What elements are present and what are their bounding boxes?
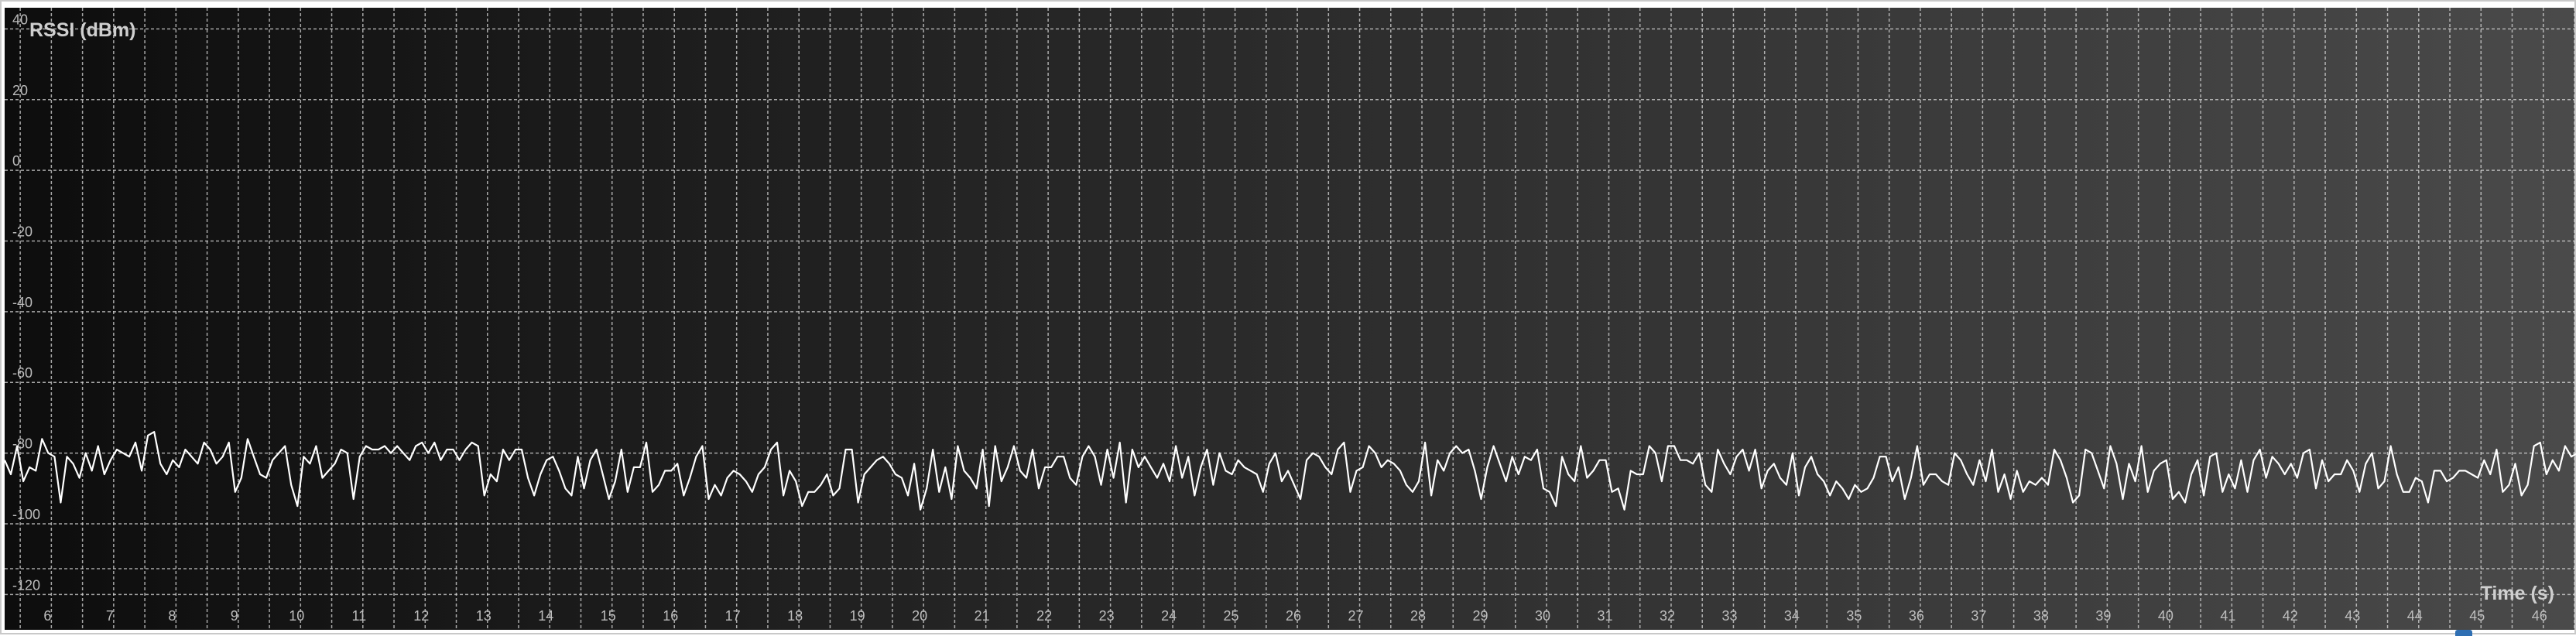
x-tick-label: 24 [1161, 608, 1177, 624]
y-tick-label: -120 [12, 577, 40, 593]
x-tick-label: 27 [1348, 608, 1364, 624]
x-tick-label: 28 [1410, 608, 1426, 624]
grid-lines [5, 8, 2575, 630]
x-tick-label: 18 [787, 608, 803, 624]
x-tick-label: 22 [1036, 608, 1052, 624]
x-axis-ticks: 6 7 8 9 10 11 12 13 14 15 16 17 18 19 20 21 22 23 24 25 26 27… [43, 608, 2547, 624]
x-tick-label: 21 [975, 608, 990, 624]
y-tick-label: 40 [12, 12, 28, 27]
x-tick-label: 42 [2283, 608, 2298, 624]
x-tick-label: 25 [1224, 608, 1239, 624]
x-tick-label: 8 [168, 608, 176, 624]
x-tick-label: 14 [538, 608, 553, 624]
x-tick-label: 17 [725, 608, 741, 624]
y-tick-label: -60 [12, 365, 33, 381]
x-tick-label: 45 [2469, 608, 2485, 624]
x-tick-label: 44 [2407, 608, 2423, 624]
x-tick-label: 26 [1286, 608, 1301, 624]
x-tick-label: 15 [601, 608, 616, 624]
scroll-indicator[interactable] [2455, 630, 2472, 636]
plot-background [5, 8, 2574, 630]
x-tick-label: 35 [1846, 608, 1862, 624]
y-tick-label: 0 [12, 153, 20, 169]
x-tick-label: 31 [1597, 608, 1612, 624]
x-tick-label: 36 [1909, 608, 1924, 624]
x-tick-label: 6 [43, 608, 51, 624]
y-axis-ticks: 40 20 0 -20 -40 -60 -80 -100 -120 [12, 12, 40, 593]
y-tick-label: -40 [12, 295, 33, 310]
x-tick-label: 32 [1660, 608, 1675, 624]
x-tick-label: 13 [476, 608, 492, 624]
x-tick-label: 12 [413, 608, 429, 624]
x-tick-label: 40 [2158, 608, 2174, 624]
x-tick-label: 38 [2033, 608, 2049, 624]
x-tick-label: 33 [1721, 608, 1737, 624]
x-tick-label: 7 [106, 608, 114, 624]
series-layer [3, 431, 2576, 511]
x-tick-label: 43 [2345, 608, 2360, 624]
x-tick-label: 10 [289, 608, 304, 624]
x-tick-label: 11 [351, 608, 366, 624]
rssi-series-line [3, 431, 2576, 511]
x-tick-label: 19 [850, 608, 865, 624]
y-tick-label: -20 [12, 224, 33, 240]
x-tick-label: 41 [2220, 608, 2235, 624]
x-tick-label: 23 [1099, 608, 1115, 624]
x-tick-label: 37 [1971, 608, 1986, 624]
x-tick-label: 9 [231, 608, 238, 624]
chart-title: RSSI (dBm) [29, 19, 136, 41]
x-tick-label: 46 [2532, 608, 2547, 624]
x-tick-label: 16 [663, 608, 678, 624]
y-tick-label: -80 [12, 436, 33, 452]
x-axis-label: Time (s) [2481, 583, 2554, 604]
y-tick-label: 20 [12, 83, 28, 98]
x-tick-label: 29 [1472, 608, 1488, 624]
x-tick-label: 30 [1535, 608, 1550, 624]
y-tick-label: -100 [12, 507, 40, 522]
x-tick-label: 34 [1784, 608, 1800, 624]
x-tick-label: 39 [2095, 608, 2111, 624]
x-tick-label: 20 [912, 608, 927, 624]
